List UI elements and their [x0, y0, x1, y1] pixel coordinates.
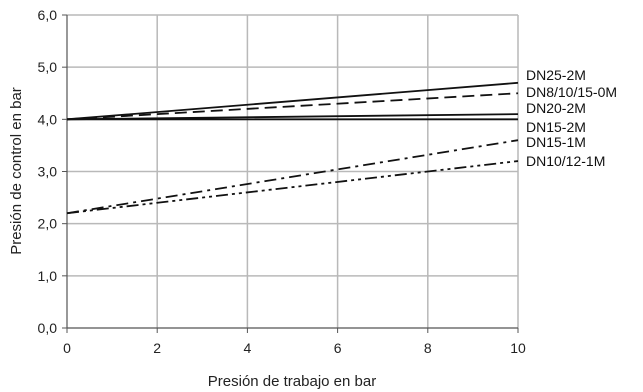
series-label: DN10/12-1M: [526, 153, 605, 169]
x-tick-label: 10: [510, 340, 526, 356]
x-tick-label: 4: [244, 340, 252, 356]
x-axis-title: Presión de trabajo en bar: [208, 373, 376, 390]
x-tick-label: 0: [63, 340, 71, 356]
series-label: DN8/10/15-0M: [526, 84, 617, 100]
y-axis-title: Presión de control en bar: [8, 87, 25, 255]
series-line-dn10-12-1m: [66, 160, 519, 215]
series-label: DN25-2M: [526, 67, 586, 83]
x-tick-label: 2: [153, 340, 161, 356]
series-label: DN15-1M: [526, 134, 586, 150]
series-line-dn8-10-15-0m: [66, 92, 519, 121]
y-tick-label: 3,0: [38, 164, 58, 180]
x-tick-label: 8: [424, 340, 432, 356]
y-tick-label: 6,0: [38, 7, 58, 23]
series-label: DN15-2M: [526, 119, 586, 135]
y-tick-label: 5,0: [38, 59, 58, 75]
series-label: DN20-2M: [526, 100, 586, 116]
x-tick-label: 6: [334, 340, 342, 356]
series-line-dn25-2m: [66, 81, 519, 121]
ticks: 0 2 4 6 8 10 0,0 1,0 2,0 3,0 4,0 5,0 6,0: [38, 7, 526, 356]
series-lines: [66, 81, 519, 215]
y-tick-label: 0,0: [38, 320, 58, 336]
y-tick-label: 2,0: [38, 216, 58, 232]
y-tick-label: 4,0: [38, 111, 58, 127]
y-tick-label: 1,0: [38, 268, 58, 284]
series-line-dn15-1m: [66, 139, 519, 215]
